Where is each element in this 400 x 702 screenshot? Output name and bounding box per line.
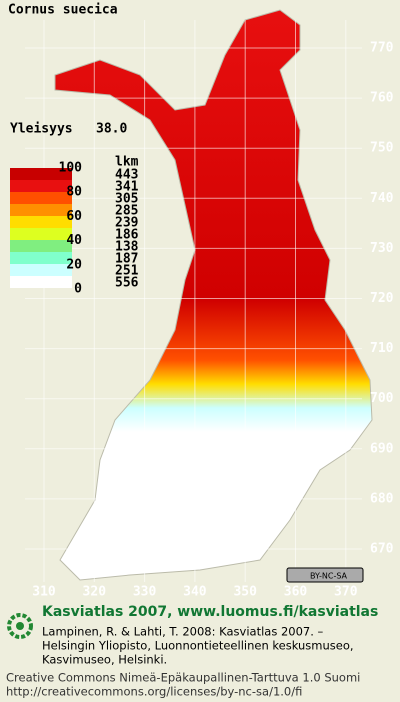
x-tick-label: 340 xyxy=(183,585,207,600)
citation: Helsingin Yliopisto, Luonnontieteellinen… xyxy=(42,639,354,653)
footer-heading: Kasviatlas 2007, www.luomus.fi/kasviatla… xyxy=(42,604,378,620)
y-tick-label: 760 xyxy=(370,91,394,106)
x-tick-label: 350 xyxy=(233,585,257,600)
y-tick-label: 670 xyxy=(370,542,394,557)
citation: Kasvimuseo, Helsinki. xyxy=(42,653,167,667)
count-header: lkm xyxy=(115,155,139,170)
frequency-value: 38.0 xyxy=(96,122,127,137)
frequency-label: Yleisyys xyxy=(10,122,73,137)
x-tick-label: 310 xyxy=(32,585,56,600)
border xyxy=(54,9,373,581)
legend-count: 556 xyxy=(115,276,139,291)
legend-scale-label: 40 xyxy=(66,233,82,248)
x-tick-label: 360 xyxy=(284,585,308,600)
legend-count: 305 xyxy=(115,192,138,207)
legend-swatch xyxy=(10,204,72,216)
y-tick-label: 710 xyxy=(370,341,394,356)
logo xyxy=(7,613,33,639)
legend-swatch xyxy=(10,228,72,240)
legend-swatch xyxy=(10,252,72,264)
legend-scale-label: 0 xyxy=(74,282,82,297)
y-tick-label: 740 xyxy=(370,191,394,206)
map xyxy=(54,9,373,581)
license: http://creativecommons.org/licenses/by-n… xyxy=(6,685,302,699)
legend-swatch xyxy=(10,264,72,276)
legend-swatch xyxy=(10,276,72,288)
legend-count: 187 xyxy=(115,252,138,267)
legend-scale-label: 100 xyxy=(59,161,83,176)
x-tick-label: 370 xyxy=(334,585,358,600)
y-tick-label: 690 xyxy=(370,441,394,456)
y-tick-label: 700 xyxy=(370,391,394,406)
y-tick-label: 750 xyxy=(370,141,394,156)
legend-count: 443 xyxy=(115,168,138,183)
legend-count: 285 xyxy=(115,204,138,219)
citation: Lampinen, R. & Lahti, T. 2008: Kasviatla… xyxy=(42,625,324,639)
license: Creative Commons Nimeä-Epäkaupallinen-Ta… xyxy=(6,671,360,685)
legend-scale-label: 80 xyxy=(66,185,82,200)
title: Cornus suecica xyxy=(8,3,118,18)
legend-count: 341 xyxy=(115,180,139,195)
legend-scale-label: 60 xyxy=(66,209,82,224)
legend-swatch xyxy=(10,216,72,228)
legend-count: 239 xyxy=(115,216,138,231)
legend-count: 138 xyxy=(115,240,139,255)
legend-count: 251 xyxy=(115,264,139,279)
logo-core xyxy=(16,622,24,630)
license-badge: BY-NC-SA xyxy=(286,567,364,583)
badge-box xyxy=(286,567,364,583)
logo-ring xyxy=(7,613,33,639)
y-tick-label: 720 xyxy=(370,291,394,306)
legend-swatch xyxy=(10,240,72,252)
y-tick-label: 770 xyxy=(370,41,394,56)
legend-swatch xyxy=(10,180,72,192)
legend-count: 186 xyxy=(115,228,139,243)
x-tick-label: 330 xyxy=(133,585,157,600)
legend-swatch xyxy=(10,168,72,180)
x-tick-label: 320 xyxy=(83,585,107,600)
legend-scale-label: 20 xyxy=(66,257,82,272)
legend-swatch xyxy=(10,192,72,204)
badge-text: BY-NC-SA xyxy=(310,572,348,581)
y-tick-label: 680 xyxy=(370,491,394,506)
y-tick-label: 730 xyxy=(370,241,394,256)
